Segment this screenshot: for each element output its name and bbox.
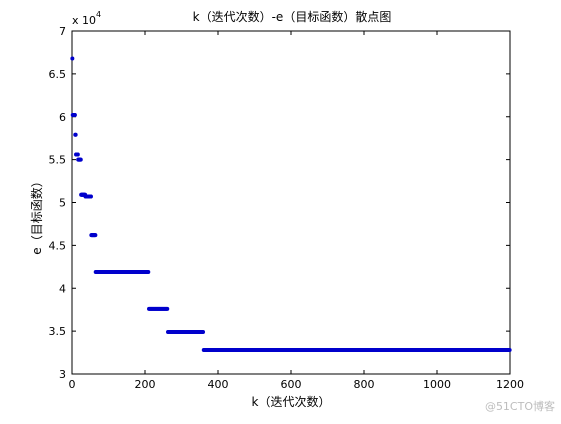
data-point [88, 194, 93, 199]
y-axis-label: e（目标函数） [29, 175, 44, 254]
data-point [165, 306, 170, 311]
data-point [507, 347, 512, 352]
x-tick-label: 1200 [496, 378, 524, 391]
data-point [146, 269, 151, 274]
y-tick-label: 6.5 [49, 68, 67, 81]
data-point [73, 132, 78, 137]
x-tick-labels: 0 200 400 600 800 1000 1200 [69, 378, 525, 391]
data-point [93, 233, 98, 238]
x-tick-label: 1000 [423, 378, 451, 391]
y-axis-exponent: x 10 4 [72, 10, 101, 27]
y-tick-label: 3 [59, 368, 66, 381]
y-tick-label: 5.5 [49, 154, 67, 167]
data-point [75, 152, 80, 157]
y-tick-label: 6 [59, 111, 66, 124]
y-tick-label: 5 [59, 197, 66, 210]
y-exponent-power: 4 [96, 10, 101, 19]
x-axis-label: k（迭代次数） [252, 394, 331, 409]
y-tick-label: 7 [59, 25, 66, 38]
data-point [70, 56, 75, 61]
x-tick-label: 800 [354, 378, 375, 391]
data-point [78, 157, 83, 162]
axis-ticks [71, 30, 511, 375]
y-tick-label: 4.5 [49, 239, 67, 252]
x-tick-label: 0 [69, 378, 76, 391]
x-tick-label: 400 [208, 378, 229, 391]
y-exponent-base: x 10 [72, 14, 96, 27]
watermark: @51CTO博客 [484, 400, 555, 413]
data-point [72, 113, 77, 118]
y-tick-labels: 3 3.5 4 4.5 5 5.5 6 6.5 7 [49, 25, 67, 381]
plot-area [71, 30, 511, 375]
x-tick-label: 200 [135, 378, 156, 391]
y-tick-label: 3.5 [49, 325, 67, 338]
y-tick-label: 4 [59, 282, 66, 295]
data-points [70, 56, 512, 352]
x-tick-label: 600 [281, 378, 302, 391]
chart-title: k（迭代次数）-e（目标函数）散点图 [193, 9, 392, 24]
data-point [201, 329, 206, 334]
